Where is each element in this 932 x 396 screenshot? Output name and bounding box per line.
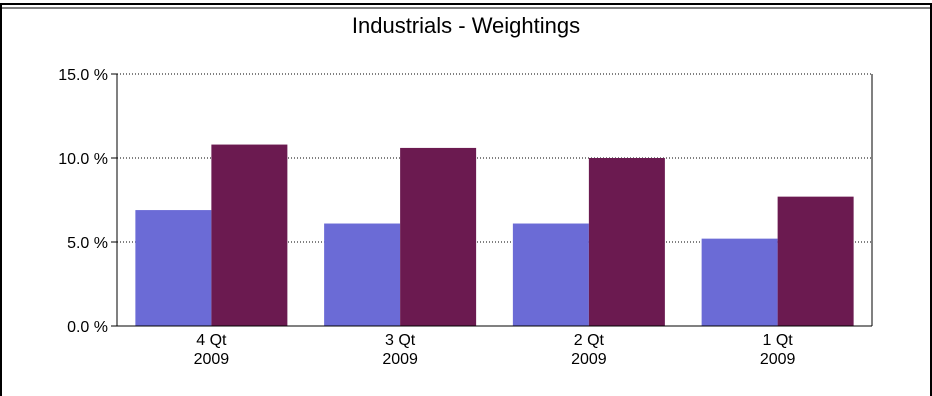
bar <box>135 210 212 326</box>
bar <box>777 196 854 326</box>
x-tick-label: 1 Qt 2009 <box>760 332 796 368</box>
x-tick-label-line: 1 Qt <box>763 332 794 349</box>
bars-layer <box>135 144 854 326</box>
x-tick-label-line: 2009 <box>382 351 418 368</box>
bar <box>588 158 665 326</box>
x-tick-label: 2 Qt 2009 <box>571 332 607 368</box>
bar <box>701 238 778 326</box>
bar <box>324 223 401 326</box>
chart-title: Industrials - Weightings <box>352 13 580 38</box>
x-tick-labels: 4 Qt 2009 3 Qt 2009 2 Qt 2009 1 Qt 2009 <box>194 332 796 368</box>
x-tick-label-line: 2009 <box>571 351 607 368</box>
x-tick-label-line: 2009 <box>760 351 796 368</box>
bar <box>400 147 477 326</box>
axes-layer <box>111 73 873 327</box>
x-tick-label: 3 Qt 2009 <box>382 332 418 368</box>
y-tick-label: 15.0 % <box>58 67 108 84</box>
x-tick-label-line: 3 Qt <box>385 332 416 349</box>
y-tick-label: 5.0 % <box>67 235 108 252</box>
bar <box>512 223 589 326</box>
x-tick-label-line: 2 Qt <box>574 332 605 349</box>
y-tick-label: 0.0 % <box>67 319 108 336</box>
x-tick-label-line: 4 Qt <box>196 332 227 349</box>
bar <box>211 144 288 326</box>
x-tick-label: 4 Qt 2009 <box>194 332 230 368</box>
y-tick-labels: 0.0 % 5.0 % 10.0 % 15.0 % <box>58 67 108 336</box>
y-tick-label: 10.0 % <box>58 151 108 168</box>
x-tick-label-line: 2009 <box>194 351 230 368</box>
